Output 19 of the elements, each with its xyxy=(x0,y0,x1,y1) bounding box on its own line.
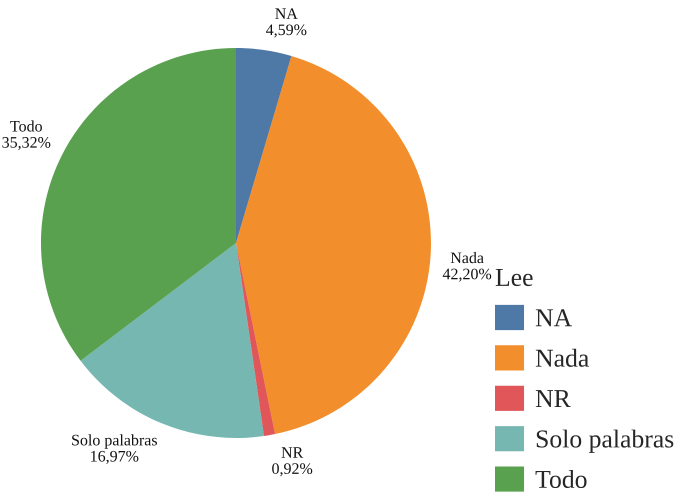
pie-slice xyxy=(236,56,431,434)
data-label: 16,97% xyxy=(91,450,138,464)
slice-label: Nada xyxy=(450,252,484,264)
legend-title: Lee xyxy=(496,269,533,286)
pie-slice xyxy=(236,48,292,243)
pie-slice xyxy=(236,243,276,436)
legend-label: Nada xyxy=(536,348,589,367)
data-label: 0,92% xyxy=(272,463,312,476)
data-label: 42,20% xyxy=(442,268,492,282)
legend-label: Todo xyxy=(536,470,587,488)
slice-label: Todo xyxy=(10,120,42,132)
legend-label: NA xyxy=(536,309,572,326)
data-label: 35,32% xyxy=(2,136,50,150)
data-label: 4,59% xyxy=(266,24,306,38)
slice-label: Solo palabras xyxy=(72,434,157,449)
legend-label: NR xyxy=(536,390,571,407)
legend-label: Solo palabras xyxy=(536,430,674,453)
slice-label: NA xyxy=(275,8,298,19)
slice-label: NR xyxy=(282,447,304,458)
